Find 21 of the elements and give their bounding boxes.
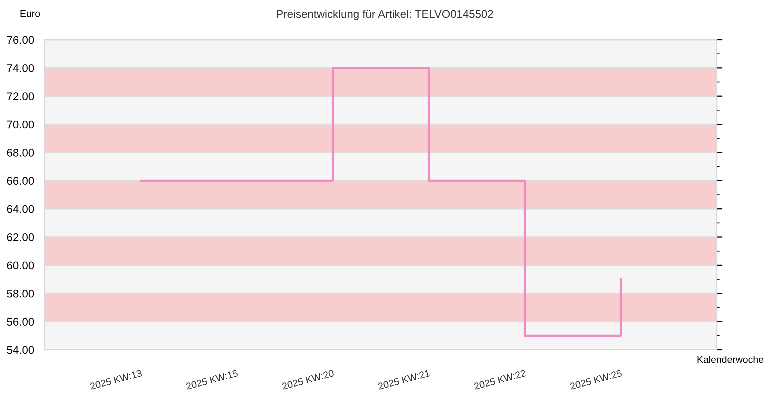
x-tick-label: 2025 KW:22 xyxy=(474,370,526,390)
y-tick-label: 58.00 xyxy=(7,290,34,298)
x-tick-label: 2025 KW:15 xyxy=(186,370,238,390)
y-tick-label: 72.00 xyxy=(7,92,34,100)
chart-title: Preisentwicklung für Artikel: TELVO0145502 xyxy=(277,10,494,20)
y-tick-label: 68.00 xyxy=(7,148,34,157)
y-tick-label: 66.00 xyxy=(7,177,34,186)
y-tick-label: 70.00 xyxy=(7,120,34,129)
y-tick-label: 56.00 xyxy=(7,318,34,326)
y-tick-label: 76.00 xyxy=(7,36,34,44)
x-tick-label: 2025 KW:20 xyxy=(282,370,334,390)
x-tick-label: 2025 KW:21 xyxy=(378,370,430,390)
y-tick-label: 60.00 xyxy=(7,262,34,270)
x-tick-label: 2025 KW:25 xyxy=(570,370,622,390)
y-tick-label: 54.00 xyxy=(7,346,34,354)
x-tick-label: 2025 KW:13 xyxy=(90,370,142,390)
y-tick-label: 62.00 xyxy=(7,234,34,242)
y-tick-label: 74.00 xyxy=(7,64,34,72)
y-tick-label: 64.00 xyxy=(7,205,34,214)
x-axis-title: Kalenderwoche xyxy=(698,356,764,364)
y-axis-title: Euro xyxy=(20,10,40,18)
